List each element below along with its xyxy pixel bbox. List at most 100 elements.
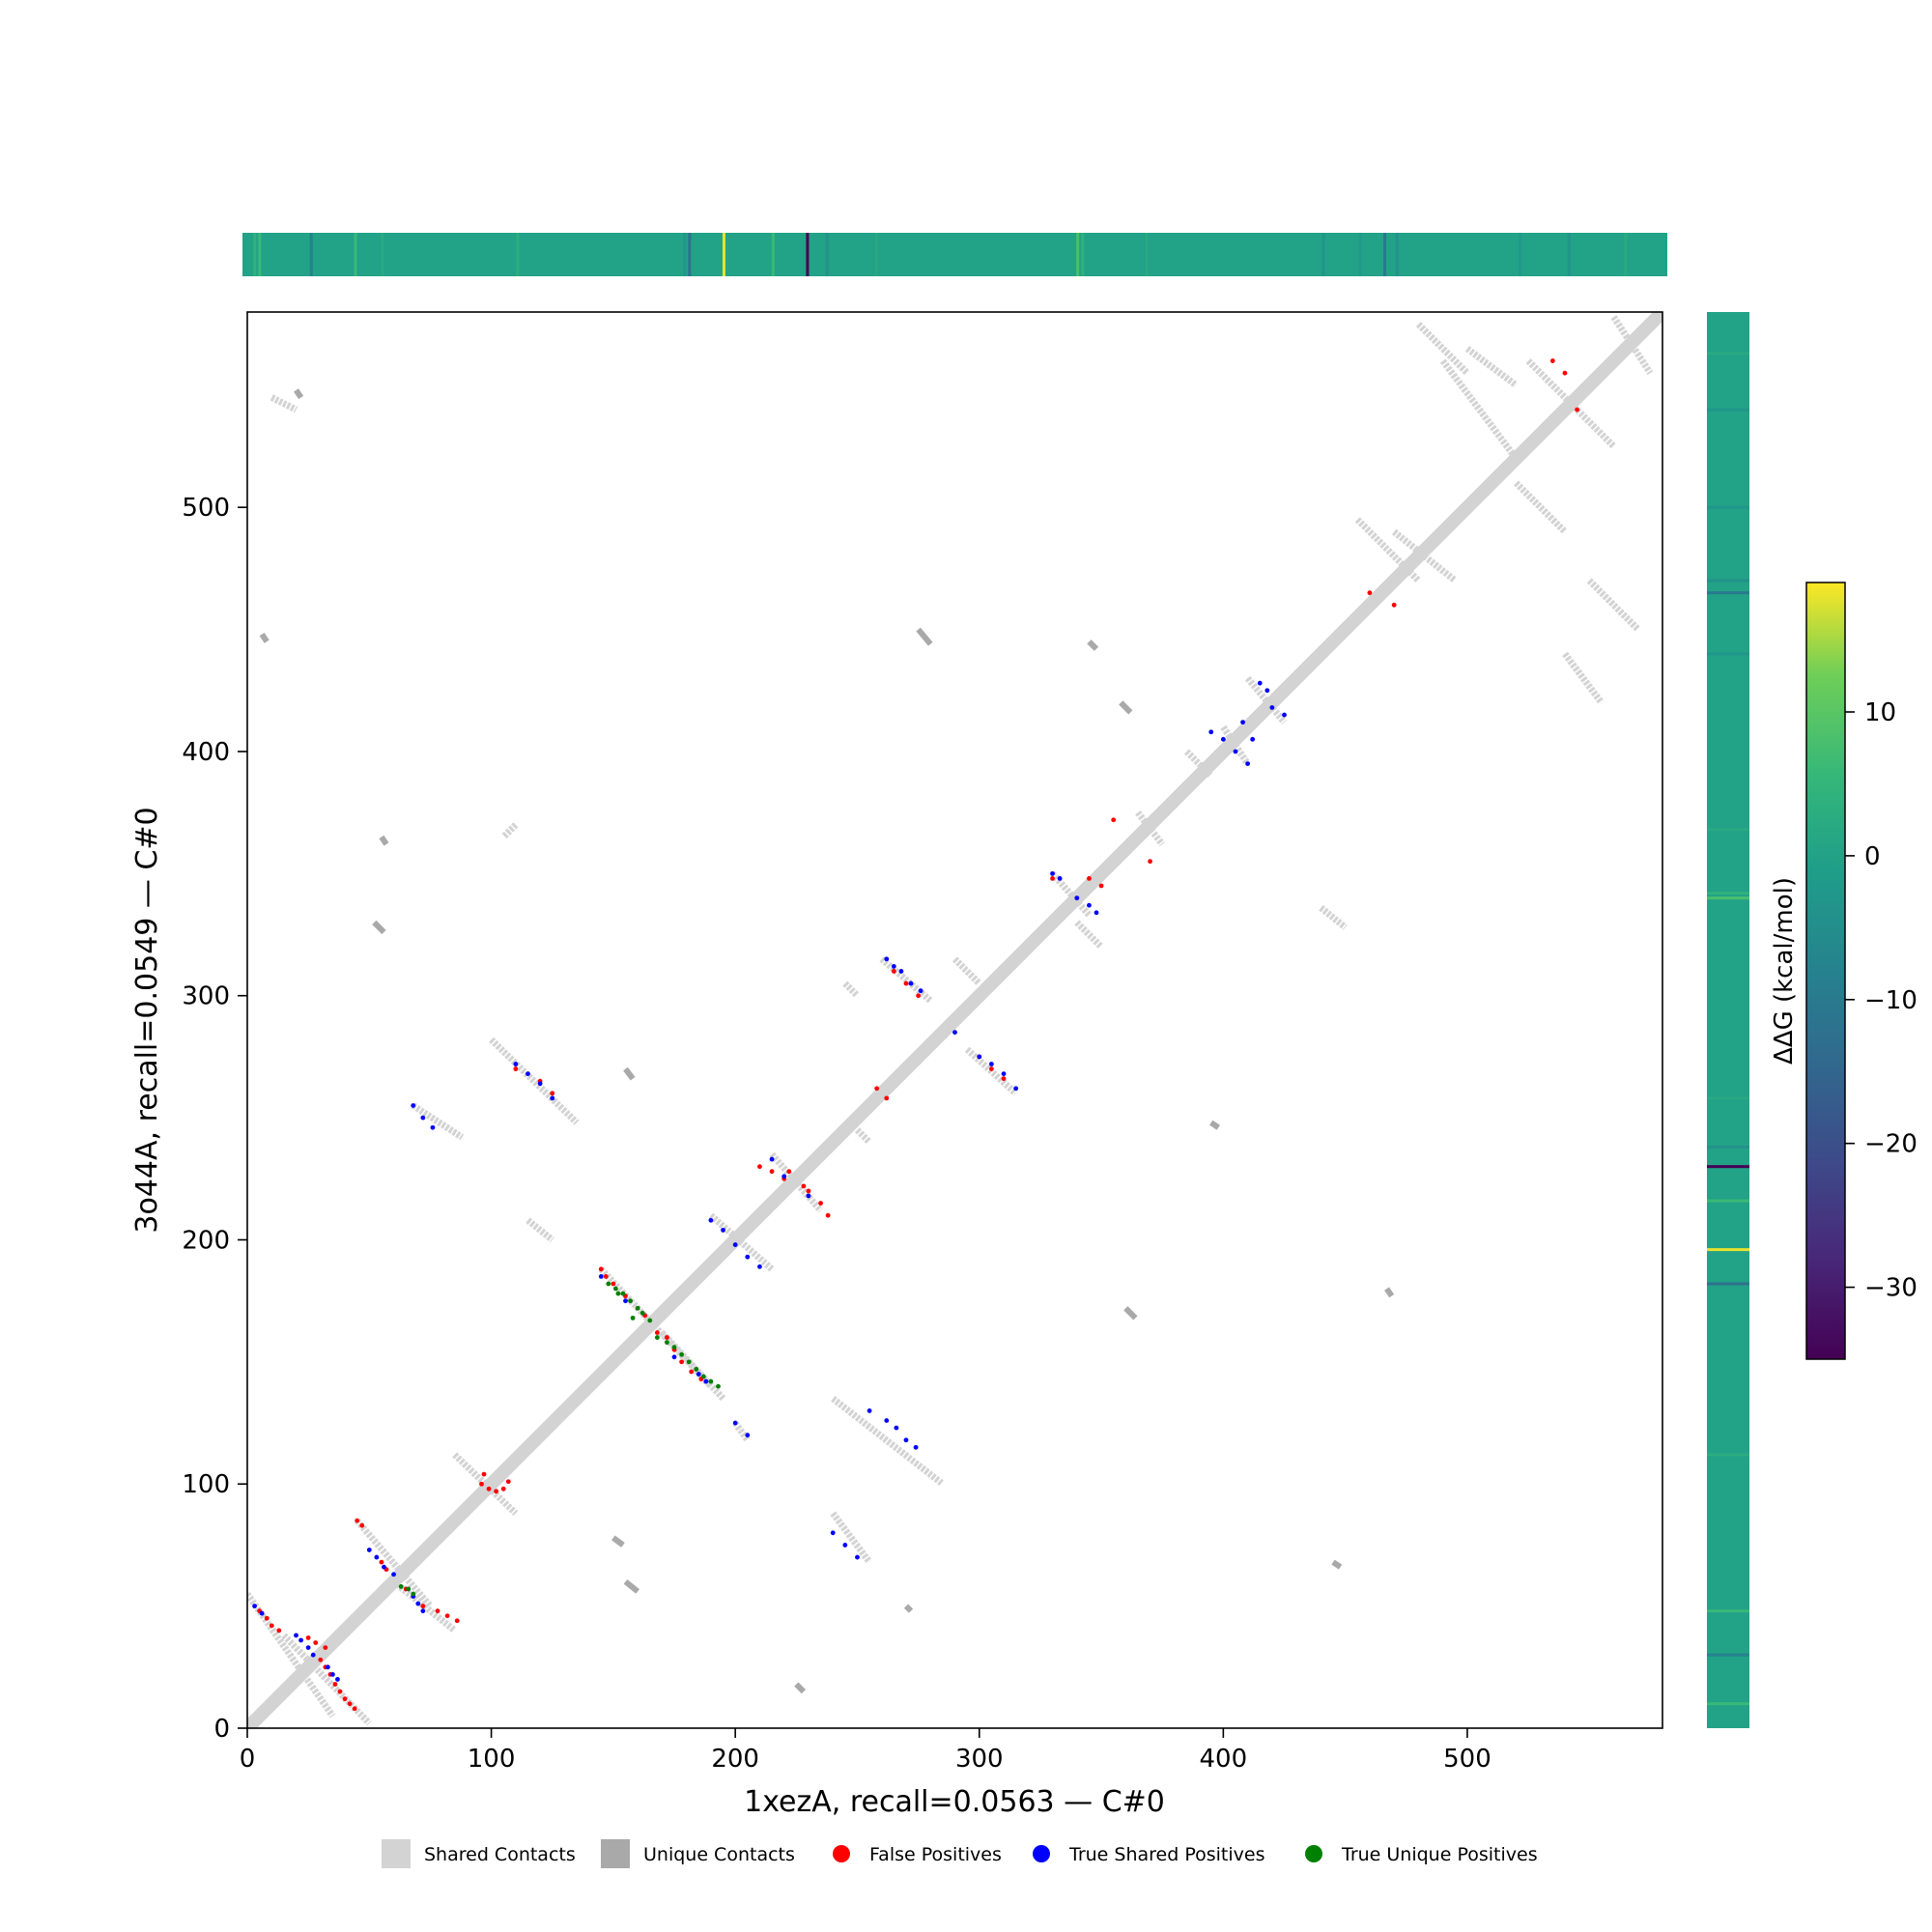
legend-label: Unique Contacts [643,1844,795,1865]
false-positive-point [679,1359,685,1365]
true-shared-positive-point [806,1193,811,1199]
true-shared-positive-point [550,1095,555,1101]
true-shared-positive-point [513,1062,519,1066]
true-shared-positive-point [842,1543,848,1548]
right-track-stripe [1707,892,1749,895]
false-positive-point [1562,370,1568,376]
top-track-stripe [1358,233,1362,276]
true-shared-positive-point [1074,895,1080,901]
true-shared-positive-point [891,963,896,969]
false-positive-point [435,1608,440,1614]
false-positive-point [313,1640,319,1645]
true-shared-positive-point [1269,705,1275,710]
true-shared-positive-point [1264,688,1270,694]
false-positive-point [801,1183,807,1189]
legend: Shared Contacts Unique Contacts False Posi… [382,1839,1538,1868]
diagonal-band [247,312,1662,1728]
unique-contact-segment [1331,1559,1343,1570]
shared-contact-segment [659,1330,726,1402]
false-positive-point [1050,876,1055,881]
false-positive-point [479,1481,484,1487]
unique-contact-segment [1119,700,1133,715]
true-shared-positive-point [732,1242,738,1247]
true-unique-positive-point [398,1584,404,1589]
top-ddg-track [242,233,1667,276]
false-positive-point [598,1266,604,1272]
colorbar-tick-label: 10 [1864,698,1896,727]
top-track-background [242,233,1667,276]
true-shared-positive-point [1282,712,1287,718]
legend-label: Shared Contacts [424,1844,576,1865]
top-track-stripe [806,233,810,276]
true-shared-positive-point [898,969,904,974]
true-shared-positive-point [918,988,923,994]
false-positive-point [825,1212,831,1218]
false-positive-point [347,1701,353,1707]
shared-contact-segment [1135,810,1165,847]
false-positive-point [916,993,922,999]
false-positive-point [486,1486,492,1492]
true-shared-positive-point [894,1425,899,1431]
true-shared-positive-point [420,1115,426,1121]
shared-contact-segment [1562,651,1605,705]
true-unique-positive-point [613,1286,618,1292]
right-track-stripe [1707,1248,1749,1252]
true-shared-positive-point [671,1354,677,1360]
true-shared-positive-point [903,1437,909,1443]
unique-contact-segment [372,920,386,935]
true-shared-positive-point [745,1433,751,1438]
true-shared-positive-point [391,1572,396,1577]
true-unique-positive-point [630,1315,636,1321]
true-shared-positive-point [884,1418,890,1423]
top-track-stripe [874,233,878,276]
false-positive-point [1549,358,1555,363]
x-tick-label: 500 [1443,1745,1492,1774]
right-track-stripe [1707,1702,1749,1706]
y-tick-label: 300 [182,982,230,1011]
true-shared-positive-point [696,1372,701,1377]
true-shared-positive-point [1257,680,1263,686]
true-shared-positive-point [366,1548,372,1552]
shared-contact-segment [1183,749,1214,779]
false-positive-point [323,1645,328,1650]
true-shared-positive-point [830,1530,836,1536]
true-shared-positive-point [867,1408,872,1413]
right-track-stripe [1707,1653,1749,1657]
true-shared-positive-point [598,1273,604,1279]
false-positive-point [884,1095,890,1101]
shared-contact-segment [879,956,933,1004]
true-shared-positive-point [913,1444,919,1450]
false-positive-point [342,1696,348,1702]
true-unique-positive-point [606,1281,611,1287]
true-unique-positive-point [620,1291,626,1296]
false-positive-point [420,1604,426,1609]
false-positive-point [494,1489,499,1494]
true-shared-positive-point [411,1103,416,1108]
false-positive-point [337,1689,343,1694]
top-track-stripe [354,233,357,276]
shared-contact-segment [1074,920,1104,950]
true-shared-positive-point [420,1608,426,1614]
true-shared-positive-point [537,1081,543,1087]
true-unique-positive-point [700,1374,706,1379]
top-track-stripe [1567,233,1571,276]
false-positive-point [806,1188,811,1194]
false-positive-point [1098,883,1104,889]
colorbar-gradient [1805,582,1846,1360]
shared-contact-segment [1244,675,1288,724]
true-shared-positive-point [1220,736,1226,742]
top-track-stripe [1395,233,1399,276]
x-tick-label: 100 [468,1745,516,1774]
false-positive-point [550,1091,555,1096]
legend-label: True Shared Positives [1068,1844,1264,1865]
true-shared-positive-point [988,1062,994,1066]
top-track-stripe [771,233,775,276]
shared-contact-segment [500,822,519,839]
true-unique-positive-point [411,1591,416,1597]
legend-marker [1033,1845,1050,1862]
true-shared-positive-point [325,1664,330,1670]
unique-contact-segment [1384,1287,1395,1298]
true-shared-positive-point [1001,1071,1007,1077]
false-positive-point [269,1623,274,1629]
